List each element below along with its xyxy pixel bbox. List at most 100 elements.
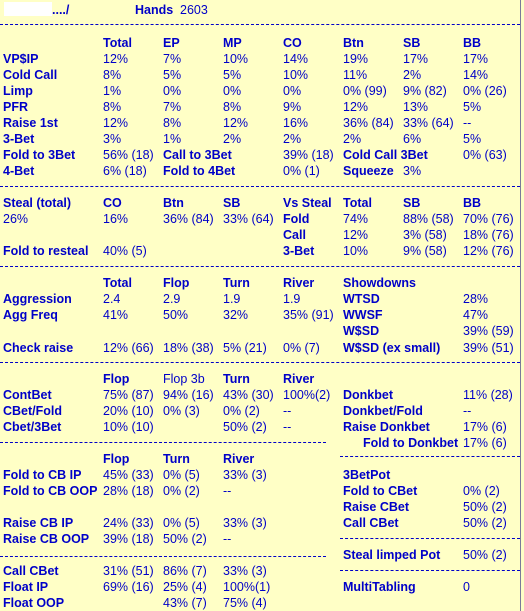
fold-to-3bet-value: 56% (18): [103, 148, 154, 162]
stat-cell: 2%: [343, 132, 362, 146]
stat-cell: 0% (99): [343, 84, 387, 98]
stat-cell: --: [223, 532, 232, 546]
stat-cell: 12%: [103, 52, 129, 66]
cold-call-3bet-value: 0% (63): [463, 148, 507, 162]
stat-cell: 12%: [103, 116, 129, 130]
steal-limped-value: 50% (2): [463, 548, 507, 562]
row-label: PFR: [3, 100, 28, 114]
stat-cell: 10%: [283, 68, 309, 82]
fold-to-4bet-value: 0% (1): [283, 164, 320, 178]
separator: [0, 442, 326, 443]
stat-cell: 9% (82): [403, 84, 447, 98]
stat-cell: 86% (7): [163, 564, 207, 578]
call-to-3bet-value: 39% (18): [283, 148, 334, 162]
row-label: Float OOP: [3, 596, 65, 610]
stat-cell: 75% (4): [223, 596, 267, 610]
fold-to-resteal-label: Fold to resteal: [3, 244, 89, 258]
showdown-label: WWSF: [343, 308, 383, 322]
donk-value: --: [463, 404, 472, 418]
col-header-co: CO: [283, 36, 302, 50]
stat-cell: 0% (2): [163, 484, 200, 498]
donk-value: 17% (6): [463, 420, 507, 434]
stat-cell: 3% (58): [403, 228, 447, 242]
stat-cell: 7%: [163, 52, 182, 66]
threebetpot-row-value: 0% (2): [463, 484, 500, 498]
stat-cell: 2.4: [103, 292, 121, 306]
agg-col-flop: Flop: [163, 276, 190, 290]
stat-cell: 2%: [403, 68, 422, 82]
stat-cell: 41%: [103, 308, 129, 322]
stat-cell: 33% (3): [223, 516, 267, 530]
stat-cell: 8%: [103, 100, 122, 114]
threebetpot-row-label: Raise CBet: [343, 500, 409, 514]
player-name-redacted: [4, 2, 52, 16]
stat-cell: 50% (2): [223, 420, 267, 434]
row-label: Cbet/3Bet: [3, 420, 62, 434]
steal-total-label: Steal (total): [3, 196, 72, 210]
steal-limped-label: Steal limped Pot: [343, 548, 441, 562]
col-header-mp: MP: [223, 36, 242, 50]
stat-cell: 16%: [283, 116, 309, 130]
stat-cell: 12%: [223, 116, 249, 130]
separator: [340, 456, 520, 457]
vscb-col-flop: Flop: [103, 452, 130, 466]
stat-cell: 24% (33): [103, 516, 154, 530]
vscb-col-river: River: [223, 452, 255, 466]
hands-value: 2603: [180, 3, 208, 17]
four-bet-label: 4-Bet: [3, 164, 35, 178]
agg-col-total: Total: [103, 276, 132, 290]
stat-cell: 8%: [223, 100, 242, 114]
stat-cell: 74%: [343, 212, 369, 226]
stat-cell: 11%: [343, 68, 368, 82]
stat-cell: 9% (58): [403, 244, 447, 258]
stat-cell: 45% (33): [103, 468, 154, 482]
vs-steal-col-bb: BB: [463, 196, 482, 210]
showdowns-label: Showdowns: [343, 276, 416, 290]
stat-cell: 100%(1): [223, 580, 271, 594]
stat-cell: 18% (76): [463, 228, 514, 242]
cbet-col-turn: Turn: [223, 372, 250, 386]
col-header-btn: Btn: [343, 36, 364, 50]
steal-col-btn: Btn: [163, 196, 184, 210]
stat-cell: 1.9: [283, 292, 301, 306]
row-label: Call: [283, 228, 306, 242]
separator: [340, 570, 520, 571]
stat-cell: 69% (16): [103, 580, 154, 594]
showdown-value: 39% (51): [463, 341, 514, 355]
stat-cell: 35% (91): [283, 308, 334, 322]
threebetpot-row-label: Call CBet: [343, 516, 399, 530]
row-label: Fold to CB OOP: [3, 484, 98, 498]
stat-cell: 5%: [163, 68, 182, 82]
col-header-ep: EP: [163, 36, 180, 50]
row-label: Float IP: [3, 580, 49, 594]
stat-cell: 0% (7): [283, 341, 320, 355]
showdown-value: 39% (59): [463, 324, 514, 338]
row-label: ContBet: [3, 388, 52, 402]
stat-cell: 10%: [223, 52, 249, 66]
stat-cell: 7%: [163, 100, 182, 114]
four-bet-value: 6% (18): [103, 164, 147, 178]
row-label: Call CBet: [3, 564, 59, 578]
stat-cell: 5%: [463, 132, 482, 146]
showdown-label: W$SD: [343, 324, 380, 338]
threebetpot-label: 3BetPot: [343, 468, 391, 482]
separator: [0, 362, 520, 363]
stat-cell: 17%: [463, 52, 489, 66]
fold-to-resteal-value: 40% (5): [103, 244, 147, 258]
stat-cell: 31% (51): [103, 564, 154, 578]
window-edge: [520, 0, 521, 611]
squeeze-label: Squeeze: [343, 164, 394, 178]
stat-cell: 2%: [223, 132, 242, 146]
row-label: Check raise: [3, 341, 74, 355]
stat-cell: 0% (3): [163, 404, 200, 418]
stat-cell: 70% (76): [463, 212, 514, 226]
stat-cell: 17%: [403, 52, 429, 66]
stat-cell: 16%: [103, 212, 129, 226]
fold-to-4bet-label: Fold to 4Bet: [163, 164, 236, 178]
steal-total-value: 26%: [3, 212, 29, 226]
separator: [0, 186, 520, 187]
col-header-sb: SB: [403, 36, 421, 50]
cbet-col-river: River: [283, 372, 315, 386]
stat-cell: 10%: [343, 244, 369, 258]
vs-steal-col-sb: SB: [403, 196, 421, 210]
